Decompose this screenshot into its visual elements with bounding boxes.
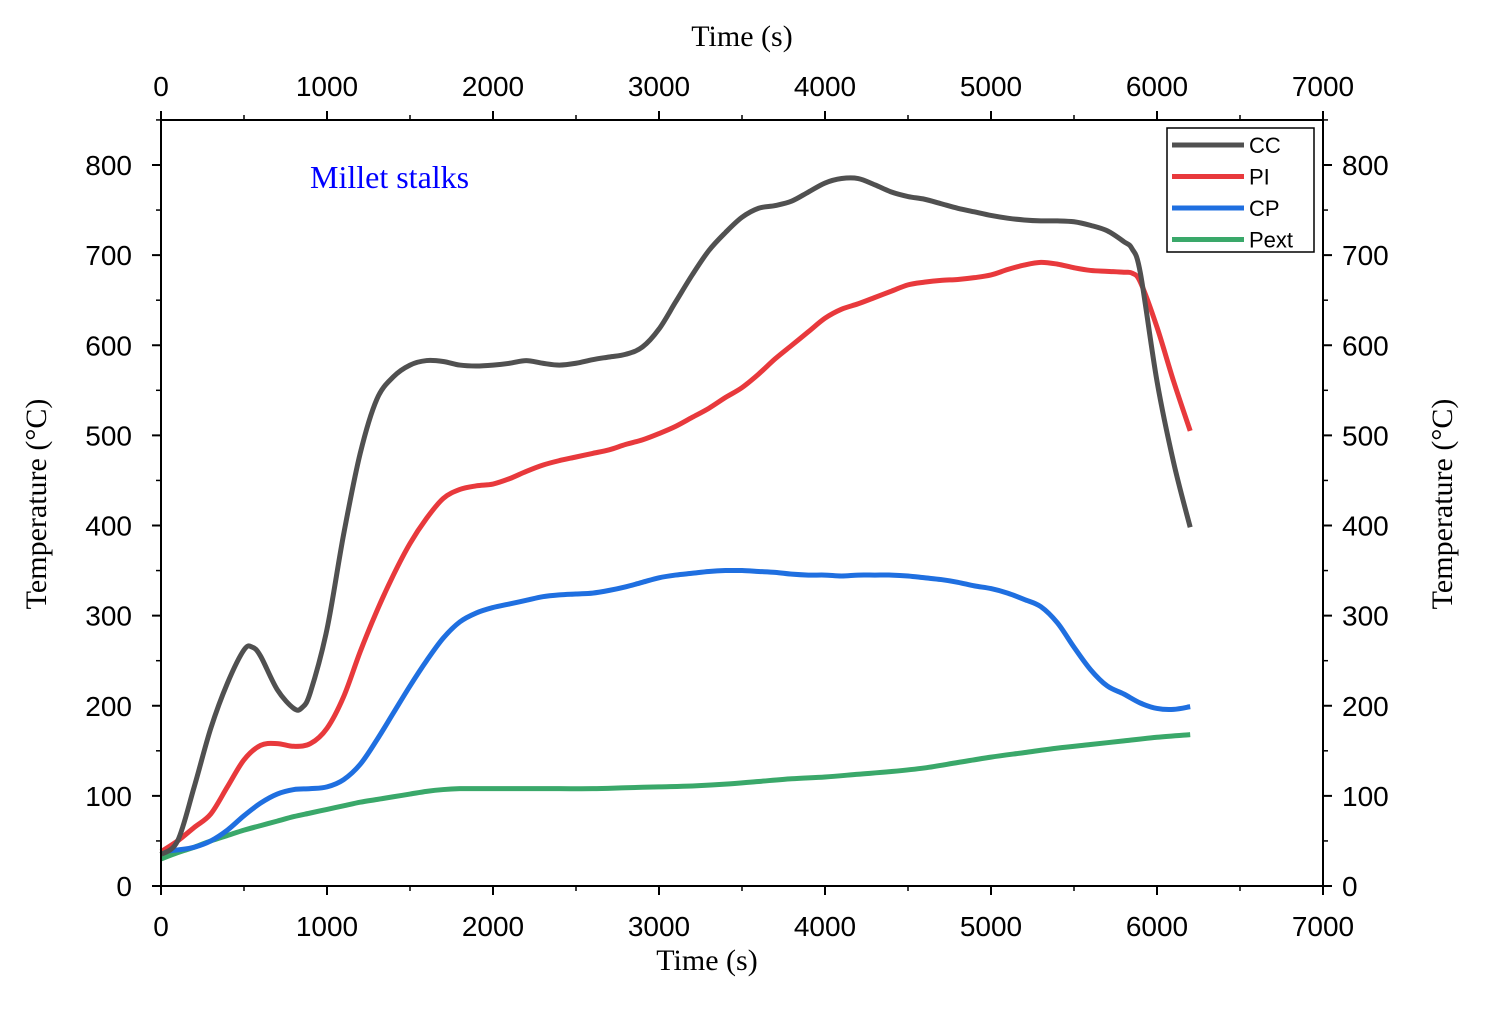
- x-tick-label-bottom: 1000: [296, 911, 358, 942]
- y-tick-label-left: 800: [85, 150, 132, 181]
- x-tick-label-top: 4000: [794, 71, 856, 102]
- x-tick-label-top: 3000: [628, 71, 690, 102]
- axis-ticks: [152, 111, 1332, 895]
- chart-annotation: Millet stalks: [310, 159, 469, 195]
- right-y-axis-title: Temperature (°C): [1426, 399, 1459, 610]
- y-tick-label-right: 0: [1342, 871, 1358, 902]
- y-tick-label-right: 500: [1342, 420, 1389, 451]
- x-tick-label-top: 1000: [296, 71, 358, 102]
- tick-labels: 0010001000200020003000300040004000500050…: [85, 71, 1388, 942]
- x-tick-label-top: 5000: [960, 71, 1022, 102]
- y-tick-label-left: 0: [116, 871, 132, 902]
- series-line-pi: [159, 259, 1193, 854]
- series-line-cp: [160, 567, 1191, 855]
- y-tick-label-right: 400: [1342, 511, 1389, 542]
- legend-box: [1166, 127, 1315, 253]
- y-tick-label-left: 700: [85, 240, 132, 271]
- y-tick-label-left: 200: [85, 691, 132, 722]
- x-tick-label-bottom: 2000: [462, 911, 524, 942]
- legend: CC PI CP Pext: [1166, 127, 1315, 253]
- x-tick-label-top: 6000: [1126, 71, 1188, 102]
- series-lines: [159, 175, 1193, 862]
- legend-label-pi: PI: [1249, 165, 1270, 190]
- x-tick-label-bottom: 7000: [1292, 911, 1354, 942]
- plot-frame: [160, 119, 1324, 887]
- y-tick-label-right: 600: [1342, 330, 1389, 361]
- legend-label-cc: CC: [1249, 133, 1281, 158]
- y-tick-label-right: 200: [1342, 691, 1389, 722]
- y-tick-label-left: 300: [85, 601, 132, 632]
- top-x-axis-title: Time (s): [691, 20, 792, 53]
- y-tick-label-left: 100: [85, 781, 132, 812]
- legend-label-cp: CP: [1249, 196, 1280, 221]
- series-line-cc: [159, 175, 1193, 857]
- y-tick-label-left: 400: [85, 511, 132, 542]
- legend-label-pext: Pext: [1249, 228, 1293, 253]
- y-tick-label-right: 100: [1342, 781, 1389, 812]
- x-tick-label-bottom: 6000: [1126, 911, 1188, 942]
- series-line-pext: [160, 732, 1191, 862]
- y-tick-label-left: 500: [85, 420, 132, 451]
- y-tick-label-left: 600: [85, 330, 132, 361]
- x-tick-label-top: 2000: [462, 71, 524, 102]
- left-y-axis-title: Temperature (°C): [20, 399, 53, 610]
- y-tick-label-right: 700: [1342, 240, 1389, 271]
- x-tick-label-bottom: 4000: [794, 911, 856, 942]
- y-tick-label-right: 800: [1342, 150, 1389, 181]
- bottom-x-axis-title: Time (s): [656, 944, 757, 977]
- x-tick-label-bottom: 0: [153, 911, 169, 942]
- x-tick-label-bottom: 3000: [628, 911, 690, 942]
- y-tick-label-right: 300: [1342, 601, 1389, 632]
- x-tick-label-top: 7000: [1292, 71, 1354, 102]
- x-tick-label-top: 0: [153, 71, 169, 102]
- x-tick-label-bottom: 5000: [960, 911, 1022, 942]
